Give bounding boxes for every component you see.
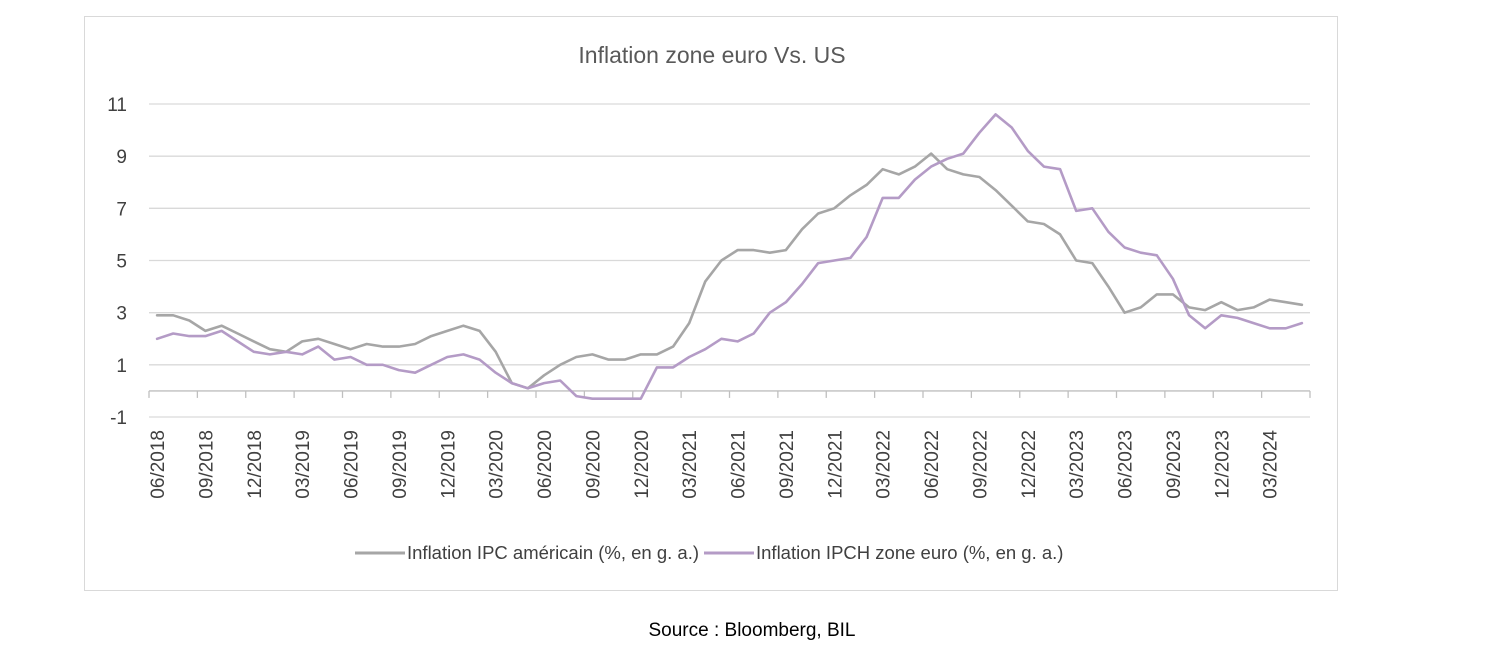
- x-tick-label-11: 03/2021: [680, 430, 701, 499]
- y-tick-label-4: 7: [116, 199, 127, 220]
- y-tick-label-5: 9: [116, 147, 127, 168]
- y-tick-label-6: 11: [107, 95, 127, 116]
- x-tick-label-4: 06/2019: [342, 430, 363, 499]
- y-tick-label-0: -1: [110, 408, 127, 429]
- x-axis: [148, 390, 1311, 398]
- x-tick-label-1: 09/2018: [196, 430, 217, 499]
- x-tick-label-19: 03/2023: [1067, 430, 1088, 499]
- legend-label-us: Inflation IPC américain (%, en g. a.): [407, 542, 699, 563]
- x-tick-label-0: 06/2018: [148, 430, 169, 499]
- source-note: Source : Bloomberg, BIL: [648, 620, 856, 641]
- x-tick-label-22: 12/2023: [1212, 430, 1233, 499]
- x-tick-label-21: 09/2023: [1164, 430, 1185, 499]
- x-tick-label-6: 12/2019: [438, 430, 459, 499]
- x-tick-label-12: 06/2021: [729, 430, 750, 499]
- y-tick-label-2: 3: [116, 304, 127, 325]
- x-tick-label-8: 06/2020: [535, 430, 556, 499]
- series-line-euro: [155, 113, 1304, 401]
- x-tick-label-13: 09/2021: [777, 430, 798, 499]
- y-axis-ticks: -1 1 3 5 7 9 11: [107, 95, 127, 429]
- x-tick-label-20: 06/2023: [1116, 430, 1137, 499]
- legend: Inflation IPC américain (%, en g. a.) In…: [355, 542, 1063, 563]
- x-tick-label-23: 03/2024: [1261, 430, 1282, 499]
- chart-title: Inflation zone euro Vs. US: [578, 42, 845, 68]
- x-tick-label-3: 03/2019: [293, 430, 314, 499]
- series-lines: [155, 113, 1304, 401]
- x-tick-label-15: 03/2022: [874, 430, 895, 499]
- x-tick-label-7: 03/2020: [487, 430, 508, 499]
- legend-label-euro: Inflation IPCH zone euro (%, en g. a.): [756, 542, 1063, 563]
- x-tick-label-16: 06/2022: [922, 430, 943, 499]
- chart: Inflation zone euro Vs. US -1 1 3 5 7 9 11 06/…: [107, 42, 1311, 563]
- y-tick-label-3: 5: [116, 252, 127, 273]
- series-line-us: [155, 152, 1304, 390]
- x-tick-label-10: 12/2020: [632, 430, 653, 499]
- x-tick-label-9: 09/2020: [583, 430, 604, 499]
- x-axis-ticks: 06/2018 09/2018 12/2018 03/2019 06/2019 09/20…: [148, 430, 1282, 499]
- chart-frame: Inflation zone euro Vs. US -1 1 3 5 7 9 11 06/…: [84, 16, 1338, 591]
- x-tick-label-2: 12/2018: [245, 430, 266, 499]
- x-tick-label-5: 09/2019: [390, 430, 411, 499]
- grid: [149, 103, 1310, 418]
- x-tick-label-17: 09/2022: [970, 430, 991, 499]
- x-tick-label-14: 12/2021: [825, 430, 846, 499]
- x-tick-label-18: 12/2022: [1019, 430, 1040, 499]
- y-tick-label-1: 1: [116, 356, 127, 377]
